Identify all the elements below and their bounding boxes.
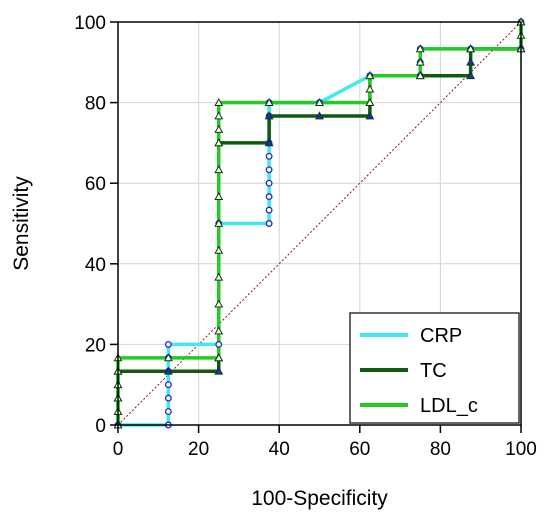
data-point-crp: [164, 340, 172, 348]
x-tick-label: 40: [269, 439, 290, 460]
legend-label-ldl-c: LDL_c: [420, 395, 478, 417]
data-point-ldl-c: [214, 272, 224, 281]
data-point-tc: [163, 366, 173, 375]
data-point-crp: [215, 340, 223, 348]
legend-label-tc: TC: [420, 360, 447, 382]
data-point-ldl-c: [415, 71, 425, 80]
data-point-crp: [265, 166, 273, 174]
data-point-ldl-c: [315, 97, 324, 106]
data-point-ldl-c: [466, 44, 476, 53]
data-point-tc: [365, 111, 375, 120]
data-point-tc: [466, 71, 476, 80]
y-tick-label: 40: [85, 255, 106, 276]
reference-diagonal: [117, 21, 522, 426]
x-tick-label: 60: [349, 439, 370, 460]
data-point-crp: [164, 381, 172, 389]
data-point-ldl-c: [214, 165, 224, 174]
data-point-ldl-c: [214, 124, 224, 133]
legend: CRP TC LDL_c: [349, 312, 520, 424]
data-point-ldl-c: [214, 138, 224, 147]
data-point-ldl-c: [365, 97, 375, 106]
data-point-ldl-c: [214, 245, 224, 254]
y-tick-label: 80: [85, 94, 106, 115]
data-point-tc: [466, 57, 476, 66]
data-point-ldl-c: [264, 97, 274, 106]
data-point-tc: [264, 138, 274, 147]
data-point-ldl-c: [365, 71, 375, 80]
data-point-crp: [265, 179, 273, 187]
y-tick-label: 60: [85, 174, 106, 195]
data-point-ldl-c: [163, 353, 173, 362]
y-axis-title: Sensitivity: [10, 176, 33, 271]
data-point-ldl-c: [214, 299, 224, 308]
x-tick-label: 80: [430, 439, 451, 460]
y-tick-label: 20: [85, 335, 106, 356]
data-point-crp: [265, 206, 273, 214]
data-point-ldl-c: [365, 84, 375, 93]
data-point-ldl-c: [214, 111, 224, 120]
data-point-crp: [164, 408, 172, 416]
y-tick-label: 100: [74, 13, 106, 34]
data-point-ldl-c: [214, 191, 224, 200]
data-point-crp: [265, 220, 273, 227]
data-point-crp: [265, 193, 273, 201]
data-point-ldl-c: [214, 326, 224, 335]
data-point-ldl-c: [214, 218, 224, 227]
data-point-crp: [265, 152, 273, 160]
data-point-ldl-c: [415, 57, 425, 66]
data-point-tc: [214, 366, 224, 375]
data-point-ldl-c: [415, 44, 425, 53]
x-tick-label: 0: [113, 439, 124, 460]
data-point-ldl-c: [214, 97, 224, 106]
axis-ticks: 0 20 40 60 80 100 0 20 40 60 80 100: [74, 13, 537, 460]
legend-label-crp: CRP: [420, 325, 462, 347]
x-axis-title: 100-Specificity: [251, 487, 388, 510]
data-point-ldl-c: [214, 353, 224, 362]
data-point-crp: [164, 394, 172, 402]
x-tick-label: 20: [188, 439, 209, 460]
plot-area-frame: [117, 21, 522, 426]
data-point-tc: [315, 111, 324, 120]
data-point-tc: [264, 111, 274, 120]
y-tick-label: 0: [95, 416, 106, 437]
x-tick-label: 100: [505, 439, 537, 460]
